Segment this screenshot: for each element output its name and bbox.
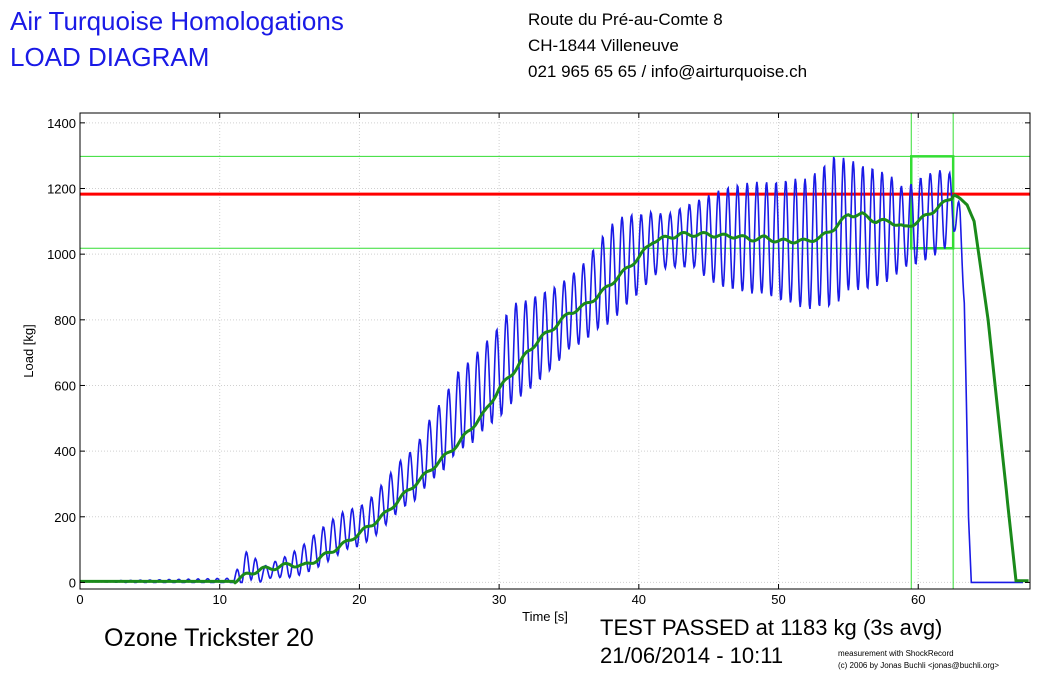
avg-load-series	[80, 193, 1029, 585]
x-tick-label: 10	[212, 592, 226, 607]
y-tick-label: 400	[54, 444, 76, 459]
address-line-2: CH-1844 Villeneuve	[528, 36, 679, 55]
series-group	[80, 156, 1029, 585]
y-tick-label: 200	[54, 510, 76, 525]
x-tick-label: 50	[771, 592, 785, 607]
band-lines	[80, 113, 1030, 589]
y-tick-label: 1400	[47, 116, 76, 131]
x-tick-label: 60	[911, 592, 925, 607]
credit-line-1: measurement with ShockRecord	[838, 649, 954, 658]
y-axis-label: Load [kg]	[21, 324, 36, 378]
grid-lines	[79, 113, 1030, 589]
y-tick-label: 800	[54, 313, 76, 328]
org-title: Air Turquoise Homologations	[10, 6, 344, 36]
plot-frame	[79, 112, 1031, 590]
test-datetime: 21/06/2014 - 10:11	[600, 643, 784, 668]
y-tick-label: 600	[54, 378, 76, 393]
y-tick-label: 0	[69, 575, 76, 590]
document-title: LOAD DIAGRAM	[10, 42, 210, 72]
product-name: Ozone Trickster 20	[104, 624, 314, 652]
test-result: TEST PASSED at 1183 kg (3s avg)	[600, 615, 943, 640]
raw-load-series	[80, 156, 1023, 584]
x-tick-label: 0	[76, 592, 83, 607]
credit-line-2: (c) 2006 by Jonas Buchli <jonas@buchli.o…	[838, 661, 1000, 670]
contact-line: 021 965 65 65 / info@airturquoise.ch	[528, 62, 808, 81]
band-box	[910, 155, 955, 250]
address-line-1: Route du Pré-au-Comte 8	[528, 10, 723, 29]
y-tick-label: 1200	[47, 182, 76, 197]
x-tick-label: 20	[352, 592, 366, 607]
x-axis-label: Time [s]	[522, 609, 568, 624]
x-tick-label: 30	[492, 592, 506, 607]
x-tick-label: 40	[632, 592, 646, 607]
y-tick-label: 1000	[47, 247, 76, 262]
